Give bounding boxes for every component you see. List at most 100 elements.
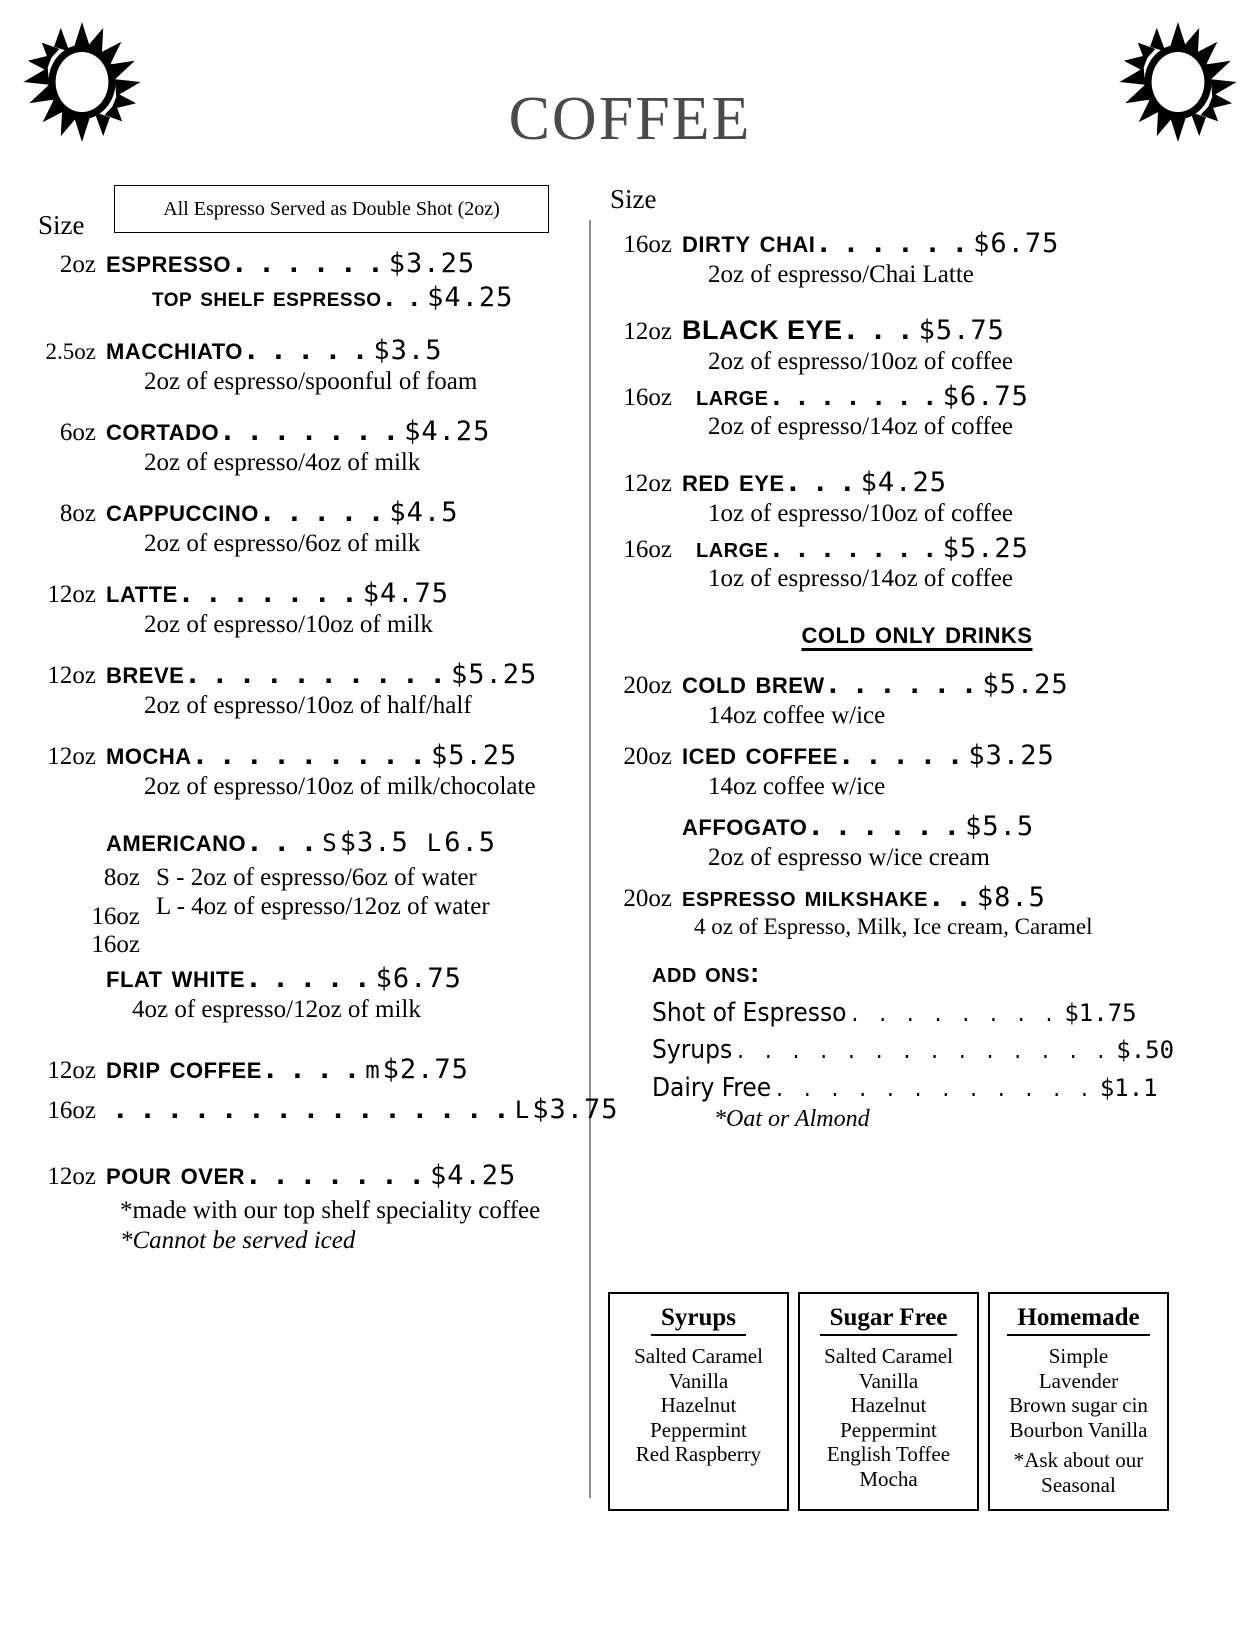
item-description: 2oz of espresso/4oz of milk: [144, 449, 421, 476]
leader-dots: . . . . .: [841, 736, 965, 771]
menu-item-mocha: 12oz Mocha . . . . . . . . . $5.25 2oz o…: [34, 736, 592, 801]
cold-drinks-section-title: Cold only drinks: [801, 615, 1033, 650]
item-description-large: 2oz of espresso/14oz of coffee: [708, 413, 1013, 440]
list-item: Peppermint: [650, 1417, 747, 1442]
syrup-box-sugar-free: Sugar Free Salted Caramel Vanilla Hazeln…: [798, 1292, 979, 1512]
menu-item-iced-coffee: 20oz Iced Coffee . . . . . $3.25 14oz co…: [610, 736, 1260, 801]
syrup-list: Simple Lavender Brown sugar cin Bourbon …: [994, 1344, 1163, 1497]
menu-item-drip-coffee: 12oz Drip Coffee . . . . m $2.75 16oz . …: [34, 1050, 617, 1126]
item-price: $4.25: [427, 282, 514, 313]
item-size: 16oz: [623, 384, 672, 411]
item-price: $5.25: [982, 669, 1069, 700]
size-label-medium: m: [365, 1056, 380, 1084]
item-description: 4 oz of Espresso, Milk, Ice cream, Caram…: [694, 914, 1093, 939]
item-name: Americano: [106, 823, 247, 858]
menu-item-macchiato: 2.5oz Macchiato . . . . . $3.5 2oz of es…: [34, 331, 592, 396]
leader-dots: . . . . . .: [828, 665, 979, 700]
column-divider: [589, 220, 591, 1498]
list-item: Red Raspberry: [635, 1442, 762, 1467]
espresso-note-text: All Espresso Served as Double Shot (2oz): [163, 197, 500, 220]
list-item: English Toffee: [826, 1442, 951, 1467]
list-item: Vanilla: [858, 1368, 919, 1393]
addon-price: $1.75: [1064, 998, 1137, 1027]
menu-item-pour-over: 12oz Pour Over . . . . . . . $4.25 *made…: [34, 1156, 592, 1256]
menu-item-cold-brew: 20oz Cold brew . . . . . . $5.25 14oz co…: [610, 665, 1260, 730]
item-description: 2oz of espresso/Chai Latte: [708, 261, 974, 288]
item-name: BLACK EYE: [682, 315, 843, 345]
item-name: Cappuccino: [106, 493, 259, 528]
item-price: $8.5: [976, 882, 1046, 913]
list-item: Peppermint: [840, 1417, 937, 1442]
size-label-small: S: [322, 829, 337, 857]
item-size: 20oz: [623, 885, 672, 912]
leader-dots: . . . . . . . . .: [195, 736, 428, 771]
item-size: 6oz: [59, 419, 96, 446]
addon-row-syrups: Syrups . . . . . . . . . . . . . . $.50: [652, 1032, 1260, 1070]
leader-dots-large: . . . . . . . . . . . . . . .: [116, 1090, 511, 1125]
addons-section: Add ons: Shot of Espresso . . . . . . . …: [610, 957, 1260, 1133]
dairy-free-note: *Oat or Almond: [714, 1105, 870, 1132]
leader-dots: . . . . . . .: [249, 1156, 426, 1191]
left-column: All Espresso Served as Double Shot (2oz)…: [0, 185, 618, 1270]
item-name: Iced Coffee: [682, 736, 838, 771]
leader-dots: . . .: [846, 311, 915, 346]
leader-dots: . . . .: [265, 1050, 362, 1085]
item-description-large: 1oz of espresso/14oz of coffee: [708, 565, 1013, 592]
syrup-box-homemade: Homemade Simple Lavender Brown sugar cin…: [988, 1292, 1169, 1512]
list-item: Simple: [1048, 1344, 1109, 1368]
item-description: 4oz of espresso/12oz of milk: [132, 996, 421, 1023]
item-size: 12oz: [623, 470, 672, 497]
leader-dots: . . . . . . . .: [851, 998, 1060, 1027]
leader-dots: . . . . .: [262, 493, 386, 528]
item-description: 2oz of espresso/10oz of coffee: [708, 348, 1013, 375]
item-price: $5.25: [942, 533, 1029, 564]
item-size: 8oz: [59, 500, 96, 527]
item-size: 12oz: [47, 1163, 96, 1190]
leader-dots: . .: [385, 282, 424, 312]
right-column: Size 16oz Dirty Chai . . . . . . $6.75 2…: [592, 184, 1260, 1270]
item-name: Drip Coffee: [106, 1050, 262, 1085]
item-price: $4.5: [389, 497, 459, 528]
syrup-box-syrups: Syrups Salted Caramel Vanilla Hazelnut P…: [608, 1292, 789, 1512]
list-item: Brown sugar cin: [1009, 1393, 1148, 1418]
item-size: 16oz: [91, 931, 140, 958]
item-description: 2oz of espresso/10oz of milk: [144, 611, 433, 638]
syrup-box-title: Homemade: [1007, 1304, 1150, 1336]
item-price: $4.25: [860, 467, 947, 498]
leader-dots: . . .: [250, 823, 319, 858]
menu-item-affogato: Affogato . . . . . . $5.5 2oz of espress…: [610, 807, 1260, 872]
item-price: $3.5: [373, 335, 443, 366]
leader-dots: . . . . .: [249, 959, 372, 994]
menu-item-breve: 12oz Breve . . . . . . . . . . $5.25 2oz…: [34, 655, 592, 720]
syrup-box-title: Syrups: [650, 1304, 747, 1336]
addon-name: Dairy Free: [652, 1073, 772, 1104]
item-description: 2oz of espresso/spoonful of foam: [144, 368, 478, 395]
right-menu-list: 16oz Dirty Chai . . . . . . $6.75 2oz of…: [610, 186, 1260, 1133]
item-name: Mocha: [106, 736, 192, 771]
item-size: 12oz: [623, 318, 672, 345]
item-price: $6.75: [973, 228, 1060, 259]
addon-name: Shot of Espresso: [652, 997, 847, 1028]
item-size-medium: 12oz: [47, 1057, 96, 1084]
list-item: Lavender: [1038, 1368, 1119, 1393]
leader-dots: . . . . . . .: [772, 380, 939, 411]
item-name: Large: [696, 532, 769, 563]
item-name: Affogato: [682, 807, 808, 842]
leader-dots: . . . . . . .: [181, 574, 359, 609]
leader-dots: . . . . . .: [811, 807, 962, 842]
item-size: 12oz: [47, 581, 96, 608]
item-size: 2.5oz: [45, 339, 96, 364]
item-name: Top Shelf espresso: [152, 282, 382, 312]
addons-title: Add ons:: [652, 956, 760, 988]
size-heading-right: Size: [610, 184, 657, 214]
item-name: Espresso: [106, 244, 232, 279]
item-size-large: 16oz: [47, 1097, 96, 1124]
size-label-large: L: [514, 1096, 530, 1124]
espresso-note-box: All Espresso Served as Double Shot (2oz): [114, 185, 549, 233]
menu-item-top-shelf-espresso: Top Shelf espresso . . $4.25: [80, 282, 592, 313]
item-name: Espresso Milkshake: [682, 881, 928, 913]
item-size: 12oz: [47, 662, 96, 689]
menu-item-latte: 12oz Latte . . . . . . . $4.75 2oz of es…: [34, 574, 592, 639]
item-size: 16oz: [623, 536, 672, 563]
item-price: $4.75: [362, 578, 449, 609]
